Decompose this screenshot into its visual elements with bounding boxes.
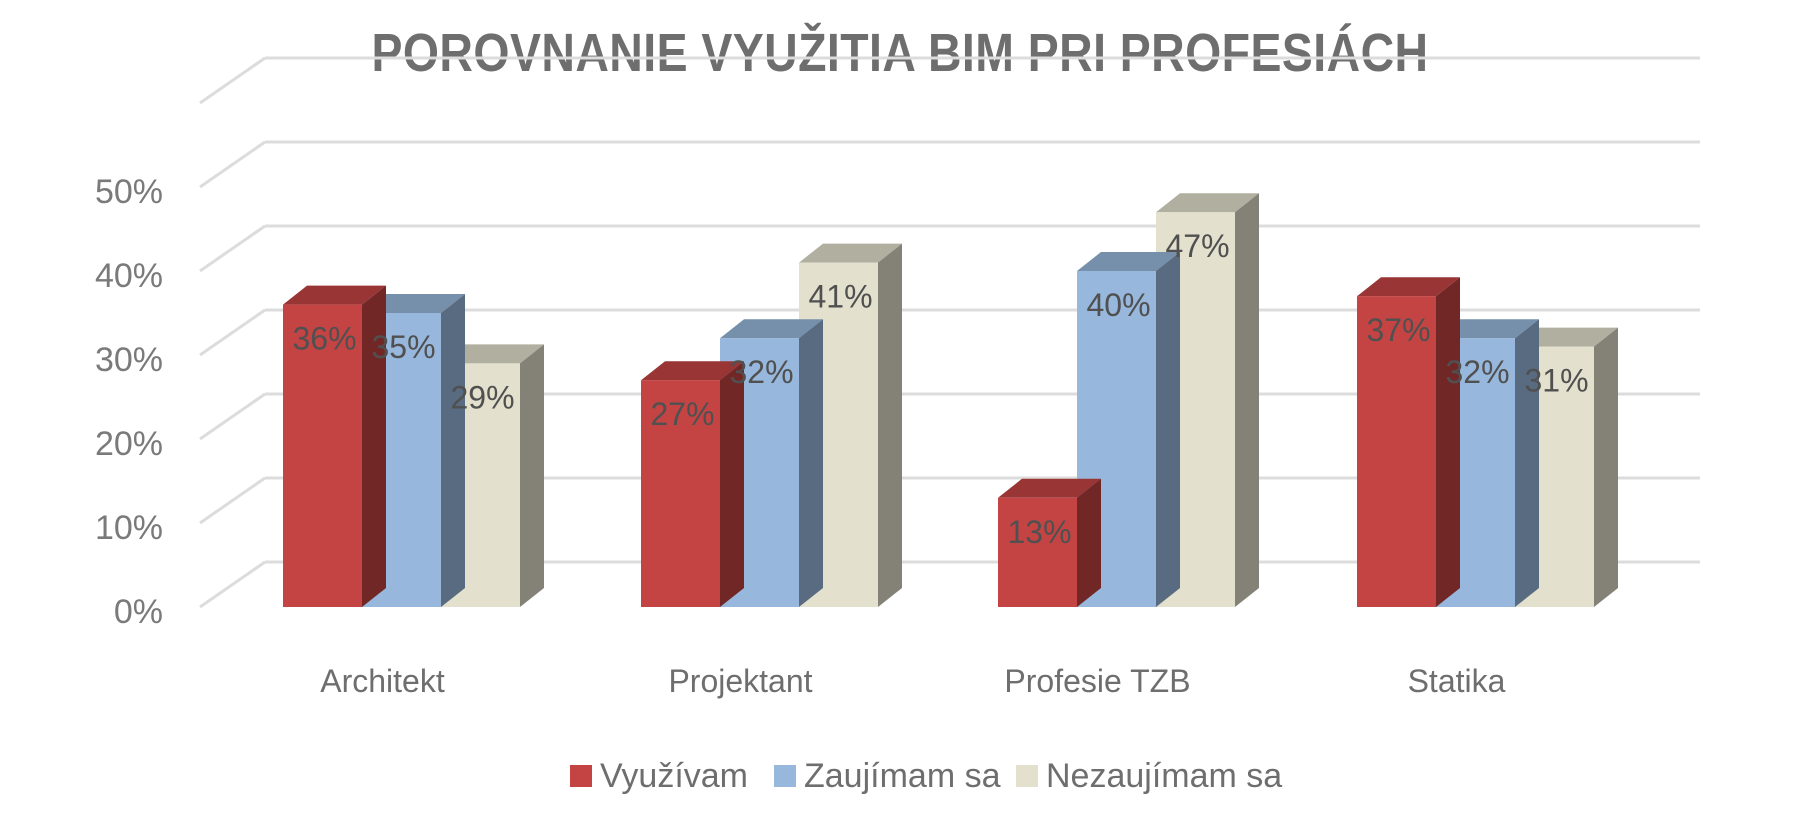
data-label: 13% [1007, 514, 1071, 550]
y-tick-label: 30% [95, 341, 163, 379]
bar-top [1436, 319, 1539, 339]
bar-side [878, 243, 902, 607]
y-tick-label: 50% [95, 173, 163, 211]
legend-swatch [1016, 765, 1038, 787]
gridline-depth [199, 56, 266, 105]
bar-side [362, 285, 386, 607]
bar-side [1436, 277, 1460, 607]
bar-side [1594, 327, 1618, 607]
bar-side [1156, 252, 1180, 607]
data-label: 35% [371, 329, 435, 365]
chart-title: POROVNANIE VYUŽITIA BIM PRI PROFESIÁCH [371, 23, 1429, 83]
gridline-depth [199, 560, 266, 609]
data-label: 32% [729, 354, 793, 390]
y-tick-label: 10% [95, 509, 163, 547]
bar-top [641, 361, 744, 381]
data-label: 47% [1165, 228, 1229, 264]
bar-top [441, 344, 544, 364]
bar [1357, 296, 1436, 607]
gridline-depth [199, 476, 266, 525]
legend-label: Využívam [600, 757, 748, 795]
x-tick-label: Architekt [320, 663, 445, 699]
data-label: 36% [292, 321, 356, 357]
bar-side [1515, 319, 1539, 607]
data-label: 40% [1086, 287, 1150, 323]
bar [998, 497, 1077, 607]
y-tick-label: 20% [95, 425, 163, 463]
x-tick-label: Statika [1408, 663, 1506, 699]
bar-side [720, 361, 744, 607]
gridline-depth [199, 308, 266, 357]
bar-top [1357, 277, 1460, 297]
gridline-depth [199, 392, 266, 441]
bar-top [283, 285, 386, 305]
legend-swatch [774, 765, 796, 787]
y-tick-label: 40% [95, 257, 163, 295]
bar-side [441, 294, 465, 607]
x-tick-label: Profesie TZB [1004, 663, 1190, 699]
bar-top [799, 243, 902, 263]
bar-top [1077, 252, 1180, 271]
bar-side [1077, 478, 1101, 607]
data-label: 27% [650, 396, 714, 432]
y-tick-label: 0% [114, 593, 163, 631]
bar-top [1156, 193, 1259, 213]
bar-side [520, 344, 544, 607]
gridline-depth [199, 224, 266, 273]
bar-top [720, 319, 823, 339]
legend-label: Nezaujímam sa [1046, 757, 1282, 795]
gridline-depth [199, 140, 266, 189]
legend-swatch [570, 765, 592, 787]
legend-label: Zaujímam sa [804, 757, 1001, 795]
data-label: 31% [1524, 363, 1588, 399]
bar-side [799, 319, 823, 607]
bar-top [362, 294, 465, 313]
data-label: 29% [450, 379, 514, 415]
data-label: 41% [808, 279, 872, 315]
bar-top [1515, 327, 1618, 347]
bar-side [1235, 193, 1259, 607]
bar [641, 380, 720, 607]
bar-top [998, 478, 1101, 498]
data-label: 37% [1366, 312, 1430, 348]
bar [283, 304, 362, 607]
x-tick-label: Projektant [668, 663, 812, 699]
data-label: 32% [1445, 354, 1509, 390]
